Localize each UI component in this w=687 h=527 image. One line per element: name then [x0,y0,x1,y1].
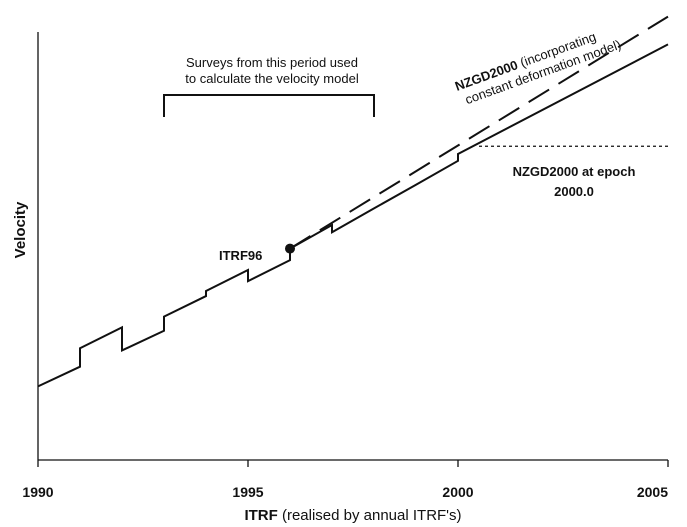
x-axis-title-rest: (realised by annual ITRF's) [278,507,462,524]
axis-title-layer: ITRF (realised by annual ITRF's) Velocit… [12,201,462,524]
nzgd2000-epoch-label-line2: 2000.0 [554,184,594,199]
nzgd2000-epoch-label-line1: NZGD2000 at epoch [513,164,636,179]
itrf96-label: ITRF96 [219,248,262,263]
axes [37,32,668,461]
x-tick-layer: 1990 1995 2000 2005 [22,460,669,500]
survey-period-label-line2: to calculate the velocity model [185,71,359,86]
x-tick-label-1995: 1995 [232,484,263,500]
series-layer [37,15,669,388]
y-axis-title: Velocity [12,201,29,258]
annotation-layer: Surveys from this period used to calcula… [163,29,636,263]
x-tick-label-2005: 2005 [637,484,668,500]
x-tick-label-1990: 1990 [22,484,53,500]
survey-period-label-line1: Surveys from this period used [186,55,358,70]
x-tick-label-2000: 2000 [442,484,473,500]
itrf96-point [285,243,295,254]
series-0-solid-line [37,43,669,388]
x-axis-title: ITRF (realised by annual ITRF's) [244,507,461,524]
x-axis-title-bold: ITRF [244,507,277,524]
series-1-dashed-line [289,15,669,250]
survey-period-bracket [163,94,375,117]
